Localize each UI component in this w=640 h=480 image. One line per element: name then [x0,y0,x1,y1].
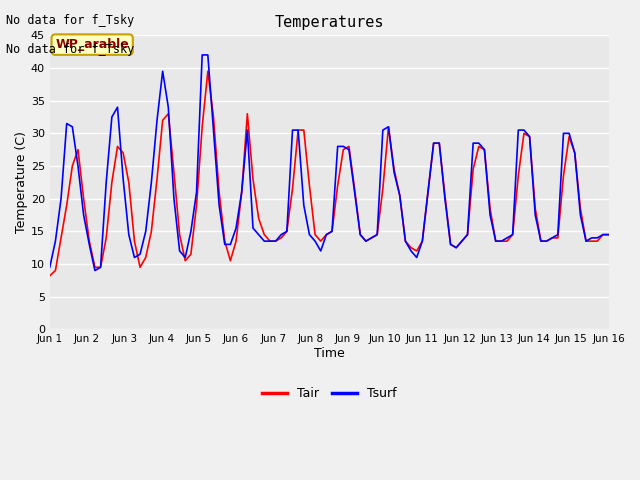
Legend: Tair, Tsurf: Tair, Tsurf [257,383,401,406]
Text: WP_arable: WP_arable [55,38,129,51]
X-axis label: Time: Time [314,347,344,360]
Text: No data for f_Tsky: No data for f_Tsky [6,14,134,27]
Title: Temperatures: Temperatures [275,15,384,30]
Text: No data for f_Tsky: No data for f_Tsky [6,43,134,56]
Y-axis label: Temperature (C): Temperature (C) [15,132,28,233]
